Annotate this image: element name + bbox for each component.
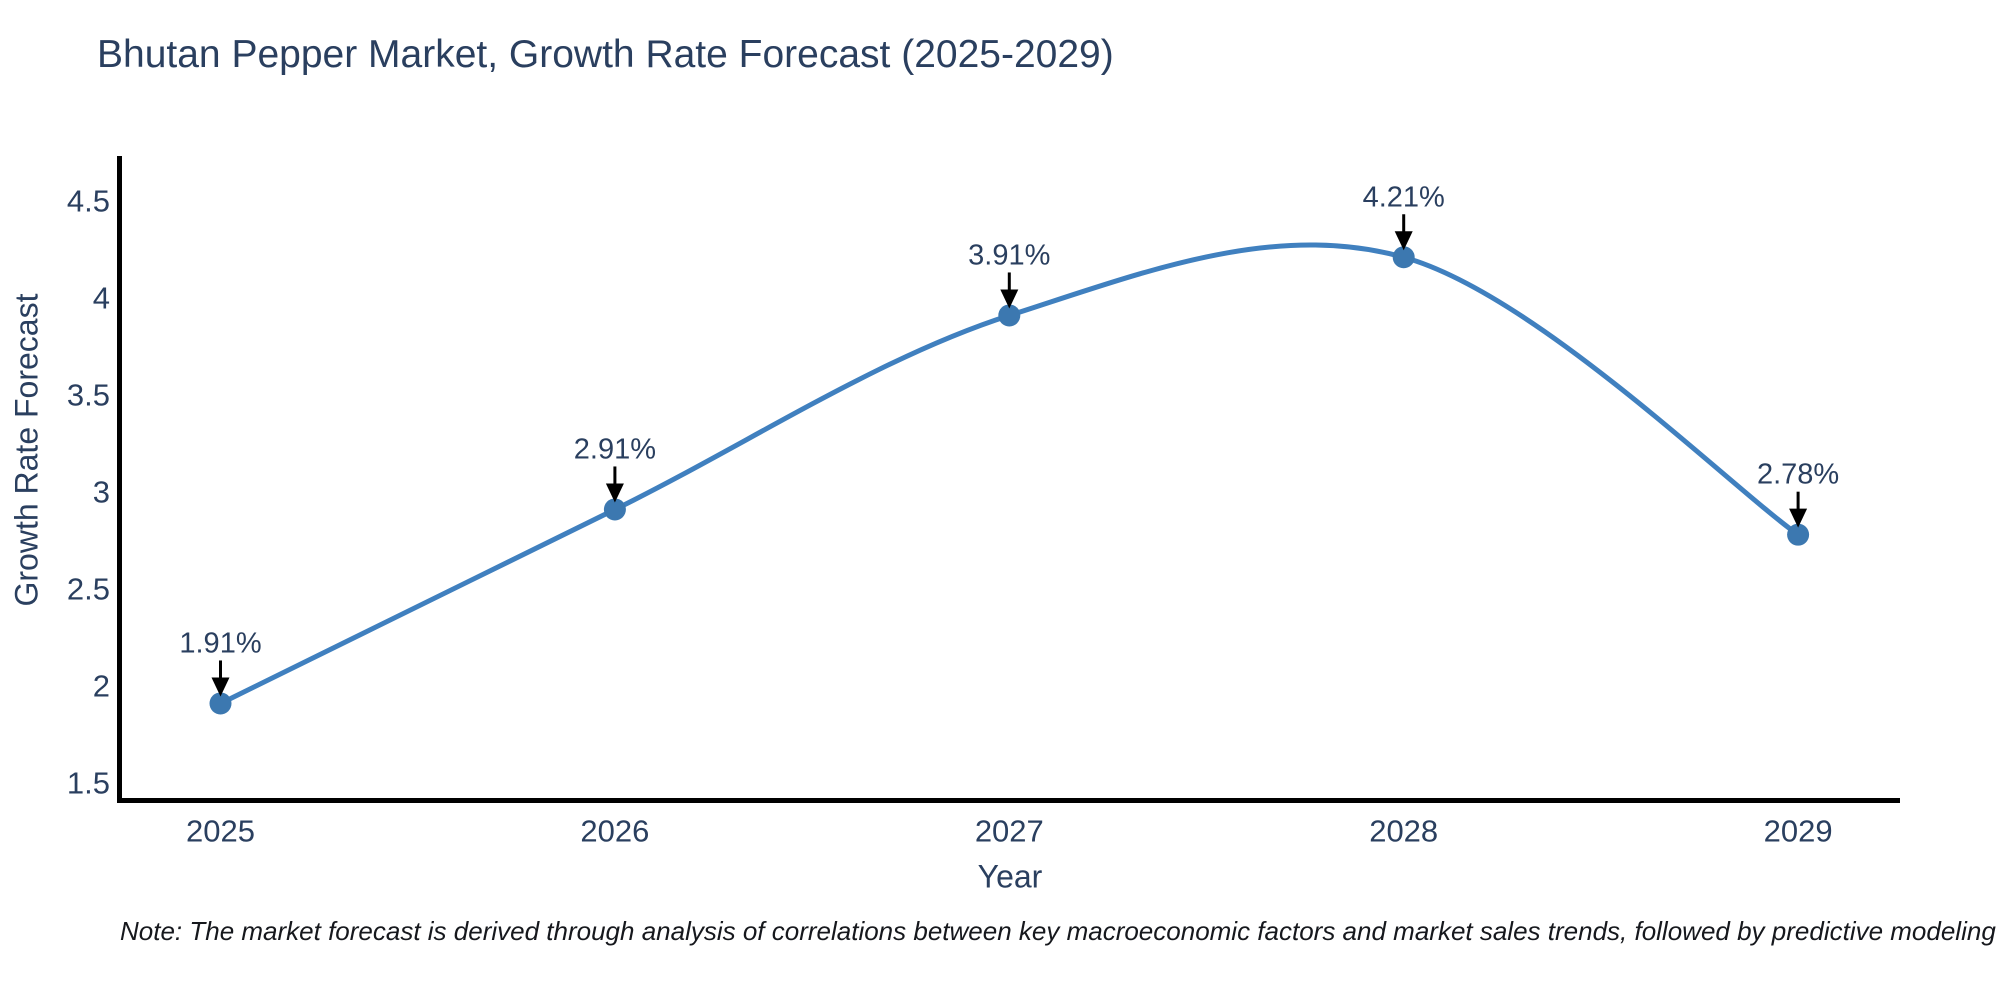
annotation-arrowhead-icon bbox=[211, 677, 230, 697]
y-tick-label: 3.5 bbox=[67, 378, 110, 413]
data-point-marker bbox=[1392, 246, 1415, 269]
annotation-arrowhead-icon bbox=[1789, 508, 1808, 528]
x-tick-label: 2025 bbox=[186, 814, 255, 849]
annotation-label: 1.91% bbox=[179, 627, 261, 659]
x-tick-label: 2026 bbox=[580, 814, 649, 849]
x-tick-label: 2028 bbox=[1369, 814, 1438, 849]
y-tick-label: 4.5 bbox=[67, 184, 110, 219]
annotation-label: 4.21% bbox=[1363, 181, 1445, 213]
x-axis-title: Year bbox=[977, 858, 1043, 895]
y-tick-label: 2 bbox=[93, 669, 110, 704]
axes-layer bbox=[117, 156, 1900, 803]
annotation-arrowhead-icon bbox=[605, 483, 624, 503]
x-tick-label: 2027 bbox=[975, 814, 1044, 849]
y-tick-label: 3 bbox=[93, 475, 110, 510]
y-tick-label: 1.5 bbox=[67, 766, 110, 801]
annotations-layer: 1.91% 2.91% 3.91% 4.21% 2.78% bbox=[179, 181, 1839, 697]
data-point-marker bbox=[603, 498, 626, 521]
ticks-layer: 1.5 2 2.5 3 3.5 4 4.5 2025 2026 2027 2028 2029 bbox=[67, 184, 1833, 849]
annotation-arrowhead-icon bbox=[1000, 289, 1019, 309]
series-layer bbox=[209, 242, 1810, 715]
chart-note: Note: The market forecast is derived thr… bbox=[120, 916, 2000, 946]
data-point-marker bbox=[209, 692, 232, 715]
annotation-arrowhead-icon bbox=[1394, 231, 1413, 251]
y-tick-label: 4 bbox=[93, 281, 110, 316]
data-point-marker bbox=[998, 304, 1021, 327]
x-tick-label: 2029 bbox=[1764, 814, 1833, 849]
annotation-label: 2.78% bbox=[1757, 459, 1839, 491]
annotation-label: 3.91% bbox=[968, 239, 1050, 271]
annotation-label: 2.91% bbox=[574, 433, 656, 465]
y-tick-label: 2.5 bbox=[67, 572, 110, 607]
data-point-marker bbox=[1787, 523, 1810, 546]
chart-title: Bhutan Pepper Market, Growth Rate Foreca… bbox=[97, 33, 1114, 76]
